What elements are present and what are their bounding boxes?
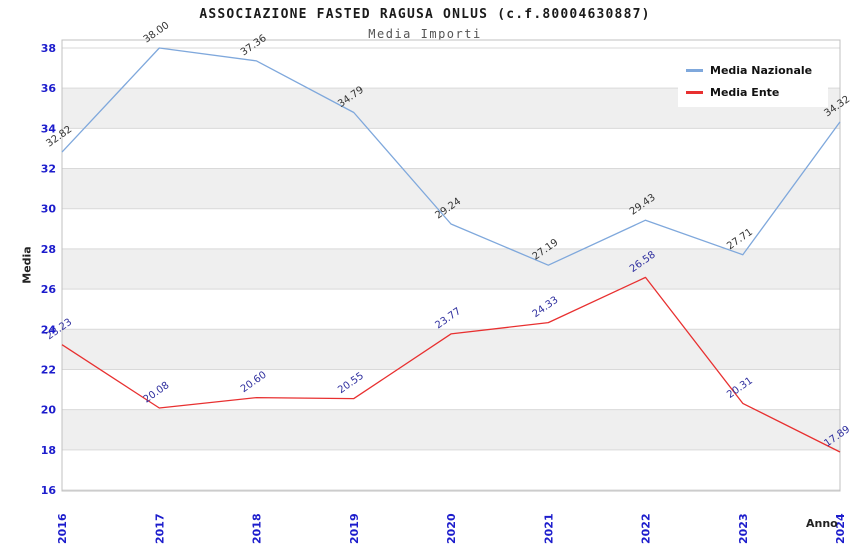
y-tick-label: 26 — [41, 283, 57, 296]
x-tick-label: 2016 — [56, 513, 69, 544]
y-tick-label: 18 — [41, 444, 56, 457]
y-tick-label: 20 — [41, 404, 57, 417]
y-tick-label: 38 — [41, 42, 56, 55]
x-tick-label: 2018 — [251, 513, 264, 544]
x-tick-label: 2022 — [640, 513, 653, 544]
y-tick-label: 34 — [41, 122, 57, 135]
x-tick-label: 2023 — [737, 513, 750, 544]
chart-title: ASSOCIAZIONE FASTED RAGUSA ONLUS (c.f.80… — [199, 7, 651, 22]
y-tick-label: 36 — [41, 82, 57, 95]
background-band — [62, 248, 840, 290]
y-tick-label: 22 — [41, 363, 56, 376]
x-tick-label: 2021 — [542, 513, 555, 544]
plot-border — [61, 39, 841, 492]
legend-swatch-line-icon — [686, 91, 703, 94]
legend-label-media-ente: Media Ente — [710, 86, 780, 99]
y-tick-label: 16 — [41, 484, 57, 497]
x-tick-label: 2020 — [445, 513, 458, 544]
background-band — [62, 409, 840, 450]
y-tick-label: 32 — [41, 163, 56, 176]
y-tick-label: 28 — [41, 243, 56, 256]
line-media-nazionale — [61, 47, 841, 266]
y-axis-title: Media — [20, 246, 34, 284]
x-axis-title: Anno — [806, 517, 838, 530]
legend-swatch-line-icon — [686, 69, 703, 72]
x-tick-label: 2019 — [348, 513, 361, 544]
y-tick-label: 24 — [41, 323, 57, 336]
x-tick-label: 2017 — [153, 513, 166, 544]
x-tick-label: 2024 — [834, 513, 847, 544]
background-band — [62, 329, 840, 370]
y-tick-label: 30 — [41, 203, 57, 216]
line-media-ente — [61, 276, 841, 453]
legend-item-media-nazionale: Media Nazionale — [686, 62, 820, 79]
background-band — [62, 168, 840, 209]
legend-item-media-ente: Media Ente — [686, 84, 820, 101]
chart-subtitle: Media Importi — [368, 27, 482, 41]
legend-label-media-nazionale: Media Nazionale — [710, 64, 813, 77]
legend: Media Nazionale Media Ente — [678, 56, 828, 107]
